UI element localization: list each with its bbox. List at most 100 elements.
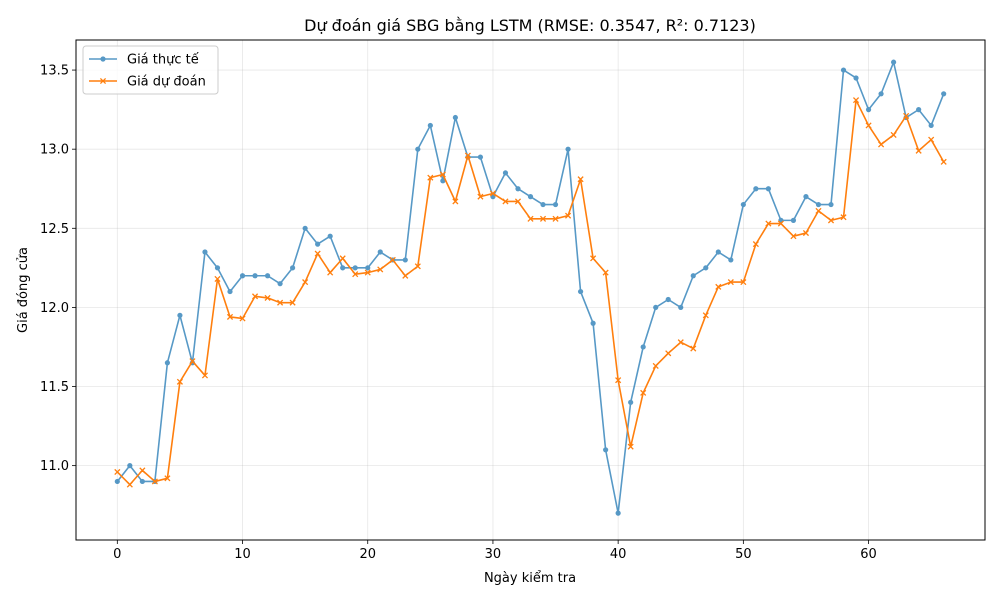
actual-price-point	[640, 344, 646, 350]
actual-price-point	[252, 273, 258, 279]
actual-price-point	[415, 146, 421, 152]
predicted-price-point	[389, 256, 396, 263]
actual-price-point	[753, 186, 759, 192]
legend-box	[82, 45, 219, 95]
y-tick-label: 12.0	[40, 301, 69, 316]
y-tick-label: 13.0	[40, 143, 69, 158]
actual-price-point	[828, 201, 834, 208]
predicted-price-point	[615, 377, 622, 384]
predicted-price-point	[702, 312, 709, 319]
predicted-price-point	[890, 131, 897, 138]
actual-price-point	[427, 122, 433, 129]
actual-price-point	[790, 217, 797, 223]
x-tick-label: 20	[359, 547, 376, 562]
predicted-price-point	[264, 294, 271, 301]
actual-price-point	[290, 265, 296, 271]
predicted-price-point	[740, 279, 747, 286]
legend-items: Giá thực tế Giá dự đoán	[89, 53, 206, 90]
predicted-price-point	[477, 193, 484, 200]
tick-layer: 0 10 20 30 40 50 60 11.0 11.5 12.0 12.5 13.0 13.5	[40, 64, 877, 562]
actual-price-point	[202, 249, 208, 255]
actual-price-point	[803, 194, 809, 200]
predicted-price-point	[327, 269, 334, 276]
predicted-price-point	[452, 198, 459, 205]
predicted-price-point	[827, 217, 835, 224]
actual-price-point	[865, 107, 872, 113]
actual-price-point	[352, 265, 358, 271]
predicted-price-point	[590, 255, 597, 262]
predicted-price-point	[727, 279, 734, 286]
predicted-price-point	[126, 481, 133, 488]
actual-price-point	[715, 249, 721, 255]
predicted-price-point	[114, 468, 121, 476]
actual-price-point	[114, 478, 120, 485]
predicted-price-point	[289, 299, 296, 306]
predicted-price-point	[302, 279, 309, 286]
predicted-price-point	[427, 174, 434, 181]
predicted-price-point	[627, 443, 634, 450]
predicted-price-point	[502, 198, 509, 205]
plot-frame	[75, 39, 986, 541]
actual-price-point	[740, 201, 746, 208]
predicted-price-point	[151, 478, 158, 485]
predicted-price-point	[802, 229, 810, 237]
actual-price-point	[815, 201, 822, 208]
actual-price-point	[302, 225, 308, 231]
predicted-price-point	[677, 339, 684, 346]
actual-price-point	[402, 257, 408, 263]
predicted-price-point	[277, 299, 284, 306]
predicted-price-point	[840, 214, 847, 221]
legend-predicted-price-point	[99, 77, 107, 85]
legend-label-predicted-price: Giá dự đoán	[127, 75, 206, 90]
predicted-price-point	[314, 250, 321, 257]
predicted-price-point	[928, 136, 935, 143]
legend-item-predicted-price	[89, 77, 117, 85]
predicted-price-series	[114, 97, 947, 488]
predicted-price-point	[402, 272, 409, 279]
actual-price-point	[628, 399, 634, 405]
actual-price-point	[665, 296, 671, 303]
actual-price-point	[577, 288, 584, 295]
actual-price-point	[603, 447, 609, 453]
actual-price-point	[653, 304, 659, 311]
predicted-price-point	[527, 215, 534, 222]
legend-item-actual-price	[89, 56, 117, 62]
actual-price-point	[615, 510, 621, 516]
grid-layer	[76, 40, 985, 540]
actual-price-point	[527, 194, 534, 200]
predicted-price-point	[652, 362, 659, 370]
predicted-price-point	[339, 255, 346, 262]
actual-price-point	[377, 249, 383, 255]
x-tick-label: 50	[735, 547, 752, 562]
actual-price-point	[928, 122, 934, 129]
y-tick-label: 11.5	[40, 380, 69, 395]
predicted-price-point	[226, 313, 234, 320]
predicted-price-point	[915, 147, 922, 154]
actual-price-point	[127, 463, 133, 469]
actual-price-point	[139, 478, 145, 485]
actual-price-point	[315, 241, 321, 247]
actual-price-point	[540, 201, 546, 208]
predicted-price-point	[715, 283, 722, 290]
chart-title: Dự đoán giá SBG bằng LSTM (RMSE: 0.3547,…	[304, 16, 756, 35]
predicted-price-point	[214, 275, 221, 282]
y-tick-label: 11.0	[40, 459, 69, 474]
actual-price-point	[277, 281, 283, 287]
predicted-price-point	[865, 122, 872, 129]
predicted-price-point	[377, 266, 384, 273]
actual-price-point	[840, 67, 847, 73]
actual-price-point	[878, 91, 884, 97]
predicted-price-point	[189, 358, 196, 365]
actual-price-point	[264, 273, 271, 279]
predicted-price-point	[602, 269, 609, 276]
x-tick-label: 0	[113, 547, 121, 562]
actual-price-point	[690, 273, 696, 279]
predicted-price-point	[552, 215, 559, 222]
actual-price-point	[239, 273, 246, 279]
predicted-price-point	[752, 241, 759, 248]
y-tick-label: 13.5	[40, 64, 69, 79]
y-tick-label: 12.5	[40, 222, 69, 237]
predicted-price-point	[364, 269, 371, 276]
